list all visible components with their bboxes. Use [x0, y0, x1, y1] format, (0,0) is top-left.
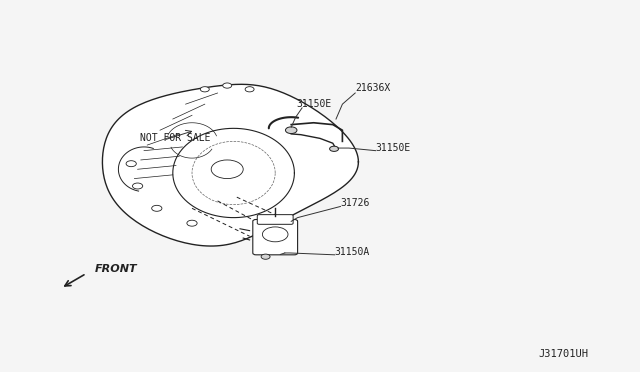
FancyBboxPatch shape — [257, 215, 293, 224]
FancyBboxPatch shape — [253, 219, 298, 255]
Circle shape — [245, 87, 254, 92]
Polygon shape — [102, 84, 358, 246]
Circle shape — [126, 161, 136, 167]
Circle shape — [330, 146, 339, 151]
Text: 31150E: 31150E — [376, 143, 411, 153]
Circle shape — [285, 127, 297, 134]
Text: FRONT: FRONT — [95, 264, 138, 274]
Circle shape — [223, 83, 232, 88]
Text: J31701UH: J31701UH — [538, 349, 588, 359]
Circle shape — [152, 205, 162, 211]
Text: 31150A: 31150A — [335, 247, 370, 257]
Circle shape — [200, 87, 209, 92]
Circle shape — [187, 220, 197, 226]
Circle shape — [261, 254, 270, 259]
Text: NOT FOR SALE: NOT FOR SALE — [140, 132, 210, 142]
Text: 21636X: 21636X — [355, 83, 390, 93]
Circle shape — [132, 183, 143, 189]
Text: 31150E: 31150E — [296, 99, 332, 109]
Polygon shape — [173, 128, 294, 218]
Text: 31726: 31726 — [340, 198, 370, 208]
